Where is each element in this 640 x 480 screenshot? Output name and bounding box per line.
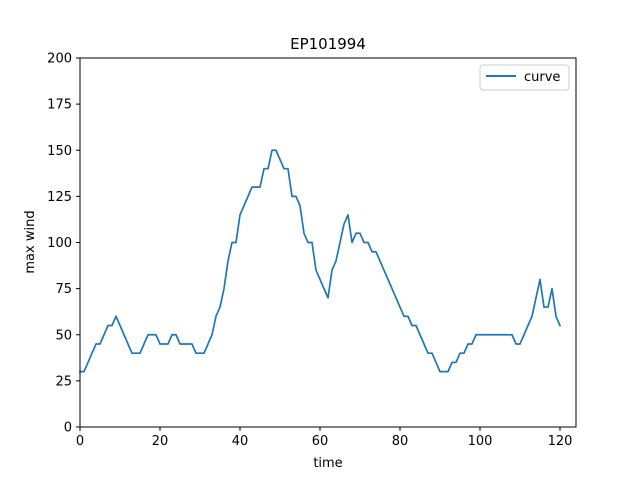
x-axis-title: time	[313, 456, 342, 471]
plot-area: 0 20 40 60 80 100 120 0 25 50 75 100 125 150 175 200	[47, 52, 577, 449]
series-line-0	[79, 149, 562, 373]
y-tick-label: 150	[47, 144, 72, 159]
y-axis-title: max wind	[23, 210, 38, 273]
x-tick-label: 100	[468, 434, 493, 449]
y-tick-label: 50	[55, 328, 72, 343]
y-tick-label: 100	[47, 236, 72, 251]
legend: curve	[479, 64, 570, 91]
y-tick-label: 175	[47, 98, 72, 113]
x-tick-label: 20	[152, 434, 169, 449]
y-tick-label: 25	[55, 374, 72, 389]
y-tick-label: 75	[55, 282, 72, 297]
y-tick-label: 125	[47, 190, 72, 205]
legend-box	[479, 64, 570, 91]
x-tick-label: 120	[548, 434, 573, 449]
legend-label: curve	[524, 70, 560, 85]
x-tick-label: 80	[392, 434, 409, 449]
chart-title: EP101994	[290, 35, 366, 53]
x-tick-label: 60	[312, 434, 329, 449]
x-tick-label: 0	[76, 434, 84, 449]
y-tick-label: 200	[47, 52, 72, 67]
y-tick-label: 0	[64, 421, 72, 436]
x-tick-label: 40	[232, 434, 249, 449]
